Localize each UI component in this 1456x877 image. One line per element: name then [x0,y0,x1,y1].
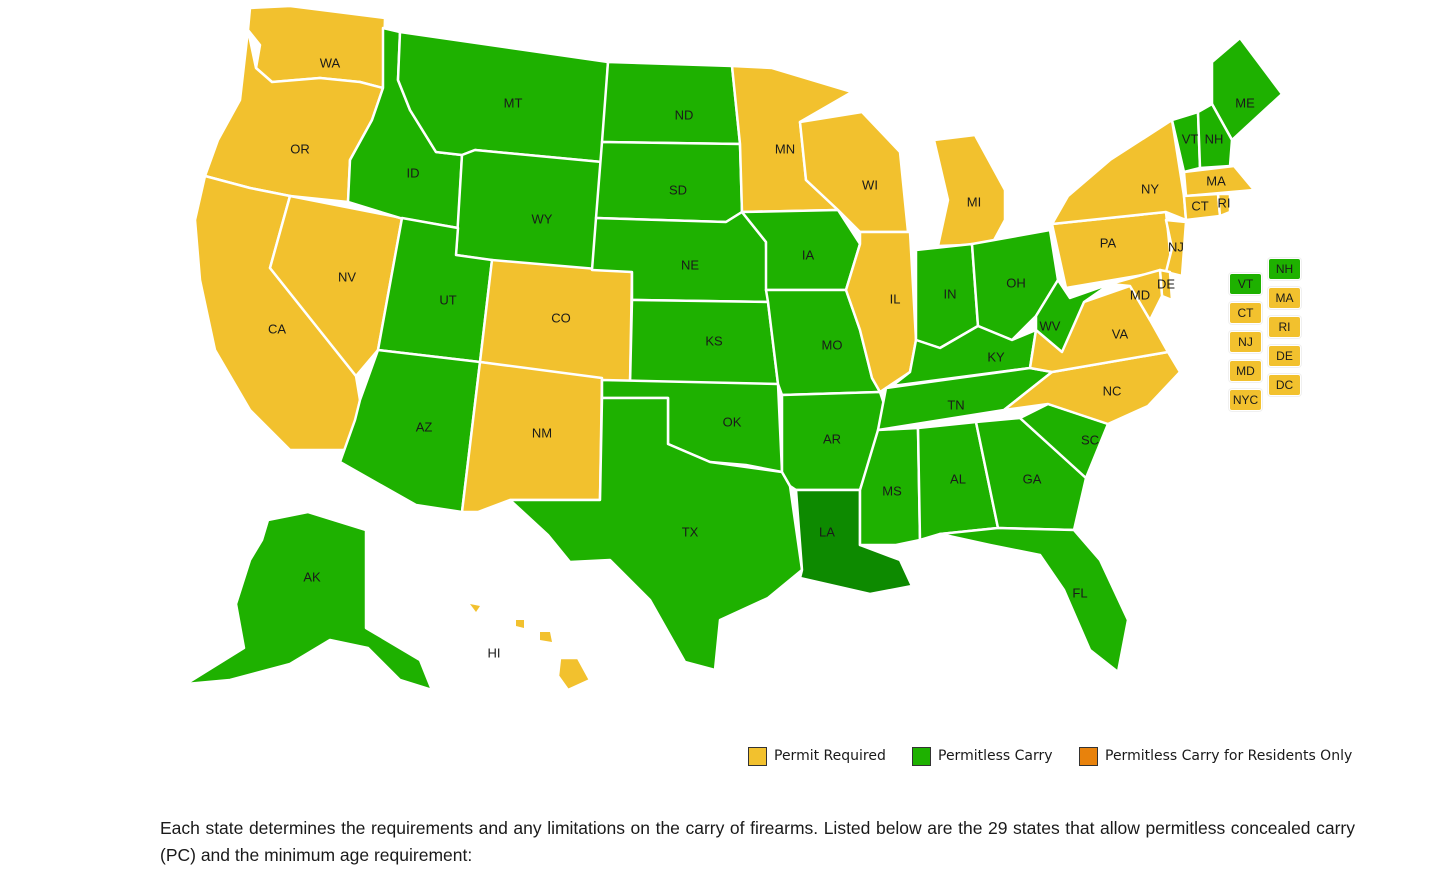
small-state-box-ri[interactable]: RI [1268,316,1301,338]
state-label-md: MD [1130,287,1150,302]
state-me[interactable] [1210,36,1284,142]
state-ri[interactable] [1216,192,1232,218]
state-label-or: OR [290,141,310,156]
state-label-in: IN [944,286,957,301]
small-state-box-nj[interactable]: NJ [1229,331,1262,353]
state-hi-island[interactable] [516,620,524,628]
state-label-ms: MS [882,483,902,498]
small-state-box-vt[interactable]: VT [1229,273,1262,295]
state-label-ri: RI [1218,195,1231,210]
state-label-nj: NJ [1168,239,1184,254]
state-wv[interactable] [1034,278,1112,354]
state-az[interactable] [338,348,482,514]
state-label-hi: HI [488,645,501,660]
state-label-wv: WV [1040,318,1061,333]
state-hi[interactable] [556,656,592,692]
state-ma[interactable] [1182,164,1256,198]
state-label-de: DE [1157,276,1175,291]
legend-item-permitless-carry: Permitless Carry [912,745,1053,767]
state-label-wa: WA [320,55,341,70]
state-label-sc: SC [1081,432,1099,447]
state-label-ny: NY [1141,181,1159,196]
state-nd[interactable] [600,60,742,146]
state-hi-island[interactable] [540,632,552,642]
small-state-box-de[interactable]: DE [1268,345,1301,367]
state-label-ok: OK [723,414,742,429]
state-label-ia: IA [802,247,815,262]
small-state-box-ct[interactable]: CT [1229,302,1262,324]
state-label-vt: VT [1182,131,1199,146]
state-hi-island[interactable] [470,604,480,612]
state-nj[interactable] [1164,218,1188,278]
small-state-box-nh[interactable]: NH [1268,258,1301,280]
state-label-ky: KY [987,349,1005,364]
us-carry-map: WA OR CA NV ID MT WY UT AZ CO NM ND SD NE KS OK TX MN IA MO… [184,4,1284,692]
small-state-box-ma[interactable]: MA [1268,287,1301,309]
state-label-co: CO [551,310,571,325]
state-ga[interactable] [974,416,1088,532]
state-ak[interactable] [184,510,434,692]
state-label-fl: FL [1072,585,1087,600]
state-label-nc: NC [1103,383,1122,398]
state-label-mt: MT [504,95,523,110]
state-label-ca: CA [268,321,286,336]
state-mi[interactable] [932,133,1007,248]
state-label-ut: UT [439,292,456,307]
legend-item-residents-only: Permitless Carry for Residents Only [1079,745,1352,767]
permit-required-swatch [748,746,767,766]
state-label-wi: WI [862,177,878,192]
state-label-va: VA [1112,326,1129,341]
state-label-sd: SD [669,182,687,197]
state-label-tn: TN [947,397,964,412]
state-label-ne: NE [681,257,699,272]
state-label-mi: MI [967,194,981,209]
state-label-il: IL [890,291,901,306]
state-label-nv: NV [338,269,356,284]
state-label-ma: MA [1206,173,1226,188]
residents-only-label: Permitless Carry for Residents Only [1105,748,1353,764]
state-ks[interactable] [628,298,780,387]
state-nh[interactable] [1196,102,1234,170]
state-label-az: AZ [416,419,433,434]
small-state-box-dc[interactable]: DC [1268,374,1301,396]
state-tx[interactable] [508,396,804,672]
state-label-ak: AK [303,569,321,584]
small-state-box-nyc[interactable]: NYC [1229,389,1262,411]
state-label-tx: TX [682,524,699,539]
state-wa[interactable] [246,4,387,90]
state-label-ga: GA [1023,471,1042,486]
state-label-ar: AR [823,431,841,446]
state-label-wy: WY [532,211,553,226]
intro-paragraph: Each state determines the requirements a… [160,818,1355,865]
state-label-la: LA [819,524,835,539]
state-label-nm: NM [532,425,552,440]
state-fl[interactable] [938,526,1130,674]
state-label-oh: OH [1006,275,1026,290]
permitless-carry-swatch [912,746,931,766]
permit-required-label: Permit Required [774,748,886,764]
state-label-me: ME [1235,95,1255,110]
state-label-nh: NH [1205,131,1224,146]
state-label-pa: PA [1100,235,1117,250]
state-md[interactable] [1108,268,1164,322]
residents-only-swatch [1079,746,1098,766]
legend-item-permit-required: Permit Required [748,745,886,767]
state-label-mn: MN [775,141,795,156]
state-ny[interactable] [1050,118,1188,226]
state-label-id: ID [407,165,420,180]
state-label-nd: ND [675,107,694,122]
state-nv[interactable] [268,194,404,378]
state-label-ct: CT [1191,198,1208,213]
permitless-carry-label: Permitless Carry [938,748,1053,764]
state-il[interactable] [844,230,918,394]
state-label-ks: KS [705,333,723,348]
state-label-al: AL [950,471,966,486]
small-state-box-md[interactable]: MD [1229,360,1262,382]
state-label-mo: MO [822,337,843,352]
